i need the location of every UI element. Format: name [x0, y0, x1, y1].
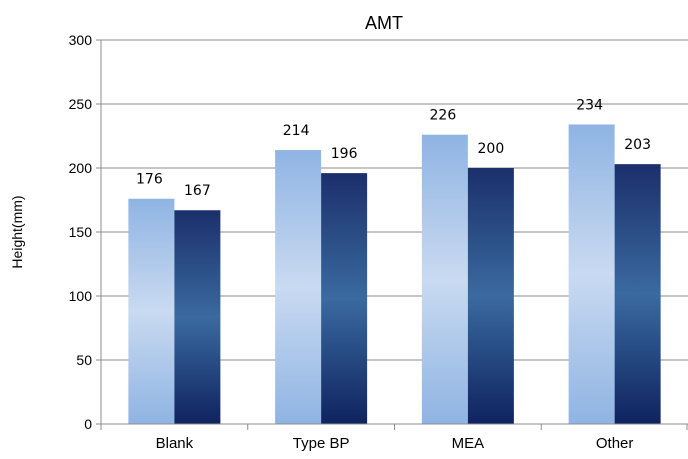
data-label: 214 [283, 123, 310, 139]
chart-title: AMT [365, 13, 403, 33]
data-label: 196 [331, 146, 358, 162]
y-tick-label: 250 [69, 96, 93, 112]
bar-series-1-mea [421, 134, 468, 424]
y-tick-label: 0 [84, 416, 92, 432]
x-tick-label: Type BP [293, 435, 350, 452]
bar-series-2-other [614, 164, 661, 424]
x-tick-label: MEA [452, 435, 485, 452]
x-tick-label: Blank [156, 435, 194, 452]
data-label: 203 [624, 137, 651, 153]
data-label: 167 [184, 183, 211, 199]
y-tick-label: 50 [76, 352, 92, 368]
y-tick-label: 200 [69, 160, 93, 176]
y-tick-label: 100 [69, 288, 93, 304]
y-tick-label: 150 [69, 224, 93, 240]
data-label: 226 [430, 108, 457, 124]
data-label: 234 [576, 97, 603, 113]
x-tick-label: Other [596, 435, 634, 452]
bar-series-2-blank [174, 210, 221, 424]
bar-series-2-type-bp [321, 173, 368, 424]
bar-series-1-type-bp [275, 150, 322, 424]
bar-series-1-other [568, 124, 615, 424]
y-axis-label: Height(mm) [9, 195, 25, 268]
data-label: 200 [478, 141, 505, 157]
y-tick-label: 300 [69, 32, 93, 48]
data-label: 176 [136, 172, 163, 188]
bar-series-2-mea [467, 168, 514, 424]
bar-series-1-blank [128, 198, 175, 424]
